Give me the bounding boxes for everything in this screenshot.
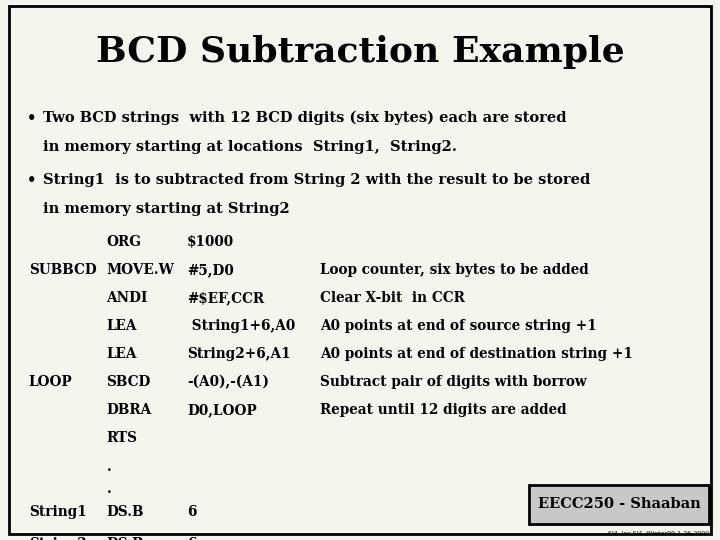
Text: •: •: [27, 173, 37, 188]
Text: DS.B: DS.B: [107, 505, 144, 519]
Text: $1000: $1000: [187, 235, 234, 249]
Text: Subtract pair of digits with borrow: Subtract pair of digits with borrow: [320, 375, 587, 389]
Text: Repeat until 12 digits are added: Repeat until 12 digits are added: [320, 403, 567, 417]
Text: MOVE.W: MOVE.W: [107, 263, 174, 277]
Text: String1  is to subtracted from String 2 with the result to be stored: String1 is to subtracted from String 2 w…: [43, 173, 590, 187]
FancyBboxPatch shape: [529, 485, 709, 524]
Text: A0 points at end of destination string +1: A0 points at end of destination string +…: [320, 347, 634, 361]
Text: in memory starting at locations  String1,  String2.: in memory starting at locations String1,…: [43, 140, 457, 154]
Text: String2+6,A1: String2+6,A1: [187, 347, 291, 361]
FancyBboxPatch shape: [9, 6, 711, 534]
Text: DBRA: DBRA: [107, 403, 152, 417]
Text: #$EF,CCR: #$EF,CCR: [187, 291, 264, 305]
Text: SBCD: SBCD: [107, 375, 151, 389]
Text: Loop counter, six bytes to be added: Loop counter, six bytes to be added: [320, 263, 589, 277]
Text: .: .: [107, 482, 112, 496]
Text: BCD Subtraction Example: BCD Subtraction Example: [96, 35, 624, 69]
Text: Clear X-bit  in CCR: Clear X-bit in CCR: [320, 291, 465, 305]
Text: in memory starting at String2: in memory starting at String2: [43, 202, 290, 217]
Text: String1: String1: [29, 505, 86, 519]
Text: RTS: RTS: [107, 431, 138, 446]
Text: 6: 6: [187, 537, 197, 540]
Text: Sl4  lec Sl4  Winter99 1-26-2000: Sl4 lec Sl4 Winter99 1-26-2000: [608, 531, 709, 536]
Text: .: .: [107, 460, 112, 474]
Text: String2: String2: [29, 537, 86, 540]
Text: ORG: ORG: [107, 235, 142, 249]
Text: ANDI: ANDI: [107, 291, 148, 305]
Text: #5,D0: #5,D0: [187, 263, 234, 277]
Text: D0,LOOP: D0,LOOP: [187, 403, 257, 417]
Text: -(A0),-(A1): -(A0),-(A1): [187, 375, 269, 389]
Text: LOOP: LOOP: [29, 375, 73, 389]
Text: LEA: LEA: [107, 319, 137, 333]
Text: Two BCD strings  with 12 BCD digits (six bytes) each are stored: Two BCD strings with 12 BCD digits (six …: [43, 111, 567, 125]
Text: SUBBCD: SUBBCD: [29, 263, 96, 277]
Text: •: •: [27, 111, 37, 126]
Text: 6: 6: [187, 505, 197, 519]
Text: A0 points at end of source string +1: A0 points at end of source string +1: [320, 319, 597, 333]
Text: LEA: LEA: [107, 347, 137, 361]
Text: String1+6,A0: String1+6,A0: [187, 319, 295, 333]
Text: DS.B: DS.B: [107, 537, 144, 540]
Text: EECC250 - Shaaban: EECC250 - Shaaban: [538, 497, 701, 511]
